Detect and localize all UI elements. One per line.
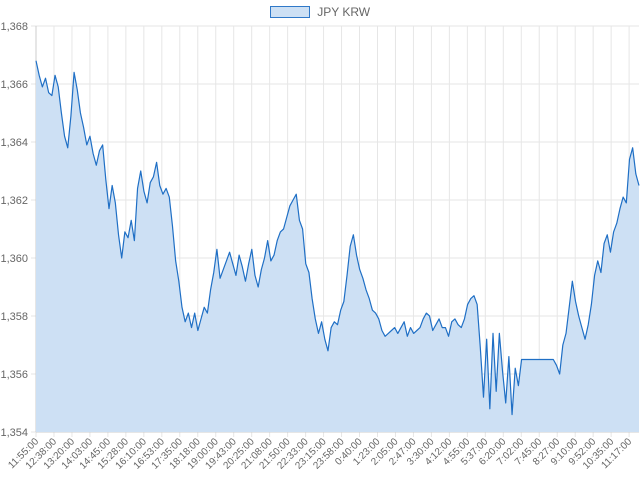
y-tick-label: 1,368: [0, 21, 28, 33]
y-tick-label: 1,356: [0, 369, 28, 381]
legend-swatch: [269, 5, 310, 18]
y-tick-label: 1,358: [0, 311, 28, 323]
y-tick-label: 1,354: [0, 427, 28, 439]
legend-label: JPY KRW: [317, 4, 371, 19]
series-line: [35, 60, 640, 416]
y-tick-label: 1,366: [0, 79, 28, 91]
y-tick-label: 1,364: [0, 137, 28, 149]
legend: JPY KRW: [0, 4, 640, 19]
series-area: [36, 60, 639, 433]
y-tick-label: 1,360: [0, 253, 28, 265]
y-tick-label: 1,362: [0, 195, 28, 207]
